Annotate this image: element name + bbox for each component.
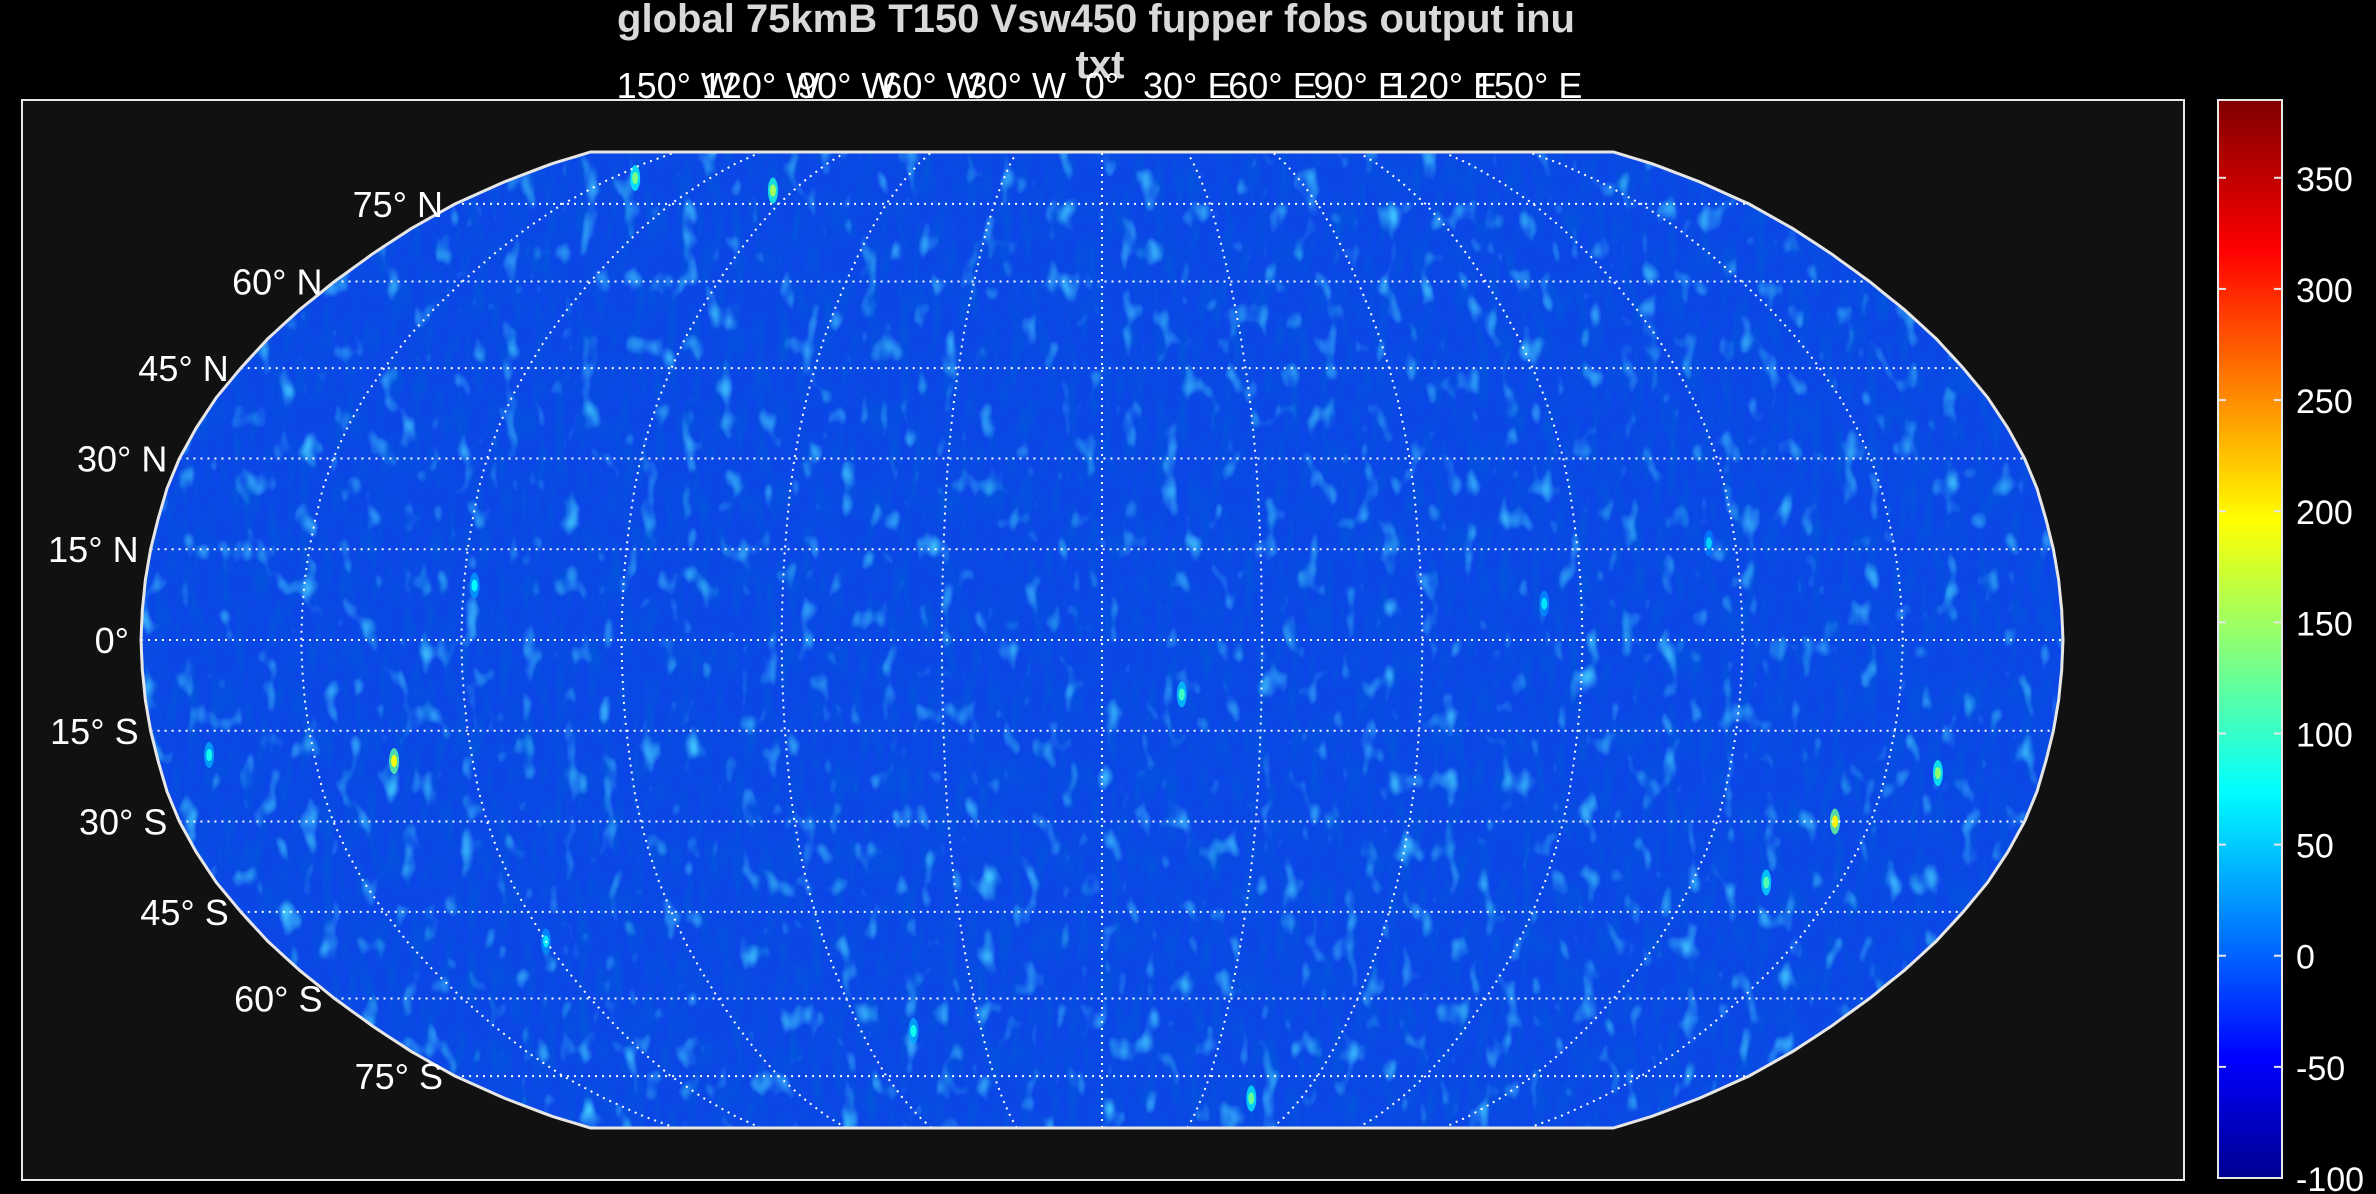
- longitude-label: 0°: [1085, 65, 1119, 106]
- latitude-label: 15° S: [50, 711, 138, 752]
- map-layer: [139, 150, 2065, 1130]
- hotspot-core: [1934, 767, 1941, 780]
- hotspot-core: [391, 755, 398, 768]
- meridian-line: [940, 151, 1018, 1129]
- meridian-line: [780, 151, 933, 1129]
- map-outline: [139, 150, 2065, 1130]
- hotspot-core: [769, 184, 776, 197]
- longitude-label: 60° W: [882, 65, 980, 106]
- hotspot-core: [1705, 537, 1712, 550]
- latitude-label: 30° S: [79, 802, 167, 843]
- colorbar-tick-label: 300: [2296, 272, 2353, 310]
- hotspot-core: [910, 1024, 917, 1037]
- graticule: [141, 151, 2063, 1129]
- hotspot-core: [1541, 597, 1548, 610]
- latitude-label: 45° S: [140, 892, 228, 933]
- meridian-line: [1357, 151, 1584, 1129]
- colorbar: -100 -50 0 50 100 150 200 250 300 350: [2217, 99, 2364, 1194]
- hotspot-core: [1831, 815, 1838, 828]
- colorbar-tick-label: 200: [2296, 494, 2353, 532]
- hotspot-core: [471, 579, 478, 592]
- latitude-label: 75° N: [353, 184, 443, 225]
- hotspot-core: [1763, 876, 1770, 889]
- latitude-label: 60° N: [232, 262, 322, 303]
- latitude-label: 15° N: [48, 529, 138, 570]
- hotspot-core: [632, 171, 639, 184]
- latitude-label: 60° S: [234, 978, 322, 1019]
- longitude-label: 120° W: [702, 65, 820, 106]
- longitude-label: 30° E: [1143, 65, 1231, 106]
- hotspot-core: [206, 748, 213, 761]
- longitude-label: 150° E: [1474, 65, 1582, 106]
- colorbar-tick-label: 250: [2296, 383, 2353, 421]
- longitude-label: 120° E: [1389, 65, 1497, 106]
- longitude-label: 150° W: [617, 65, 735, 106]
- longitude-label: 60° E: [1228, 65, 1316, 106]
- longitude-label: 90° E: [1313, 65, 1401, 106]
- meridian-line: [620, 151, 847, 1129]
- colorbar-tick-label: -100: [2296, 1161, 2364, 1194]
- colorbar-tick-label: 350: [2296, 161, 2353, 199]
- hotspot-core: [1178, 688, 1185, 701]
- colorbar-tick-label: -50: [2296, 1050, 2345, 1088]
- hotspot-core: [1248, 1092, 1255, 1105]
- colorbar-tick-label: 0: [2296, 939, 2315, 977]
- colorbar-gradient: [2217, 99, 2283, 1179]
- meridian-line: [1271, 151, 1424, 1129]
- latitude-label: 45° N: [138, 348, 228, 389]
- chart-subtitle: txt: [1076, 43, 1125, 87]
- latitude-label: 30° N: [77, 438, 167, 479]
- latitude-label: 0°: [95, 620, 129, 661]
- latitude-label: 75° S: [355, 1056, 443, 1097]
- latitude-labels: 75° N 60° N 45° N 30° N 15° N 0° 15° S 30° S 45°…: [48, 184, 443, 1097]
- chart-title: global 75kmB T150 Vsw450 fupper fobs out…: [617, 0, 1575, 41]
- colorbar-tick-label: 150: [2296, 605, 2353, 643]
- longitude-label: 90° W: [797, 65, 895, 106]
- longitude-label: 30° W: [968, 65, 1066, 106]
- meridian-line: [1186, 151, 1264, 1129]
- colorbar-tick-label: 100: [2296, 716, 2353, 754]
- colorbar-ticks: -100 -50 0 50 100 150 200 250 300 350: [2218, 161, 2364, 1194]
- colorbar-tick-label: 50: [2296, 828, 2334, 866]
